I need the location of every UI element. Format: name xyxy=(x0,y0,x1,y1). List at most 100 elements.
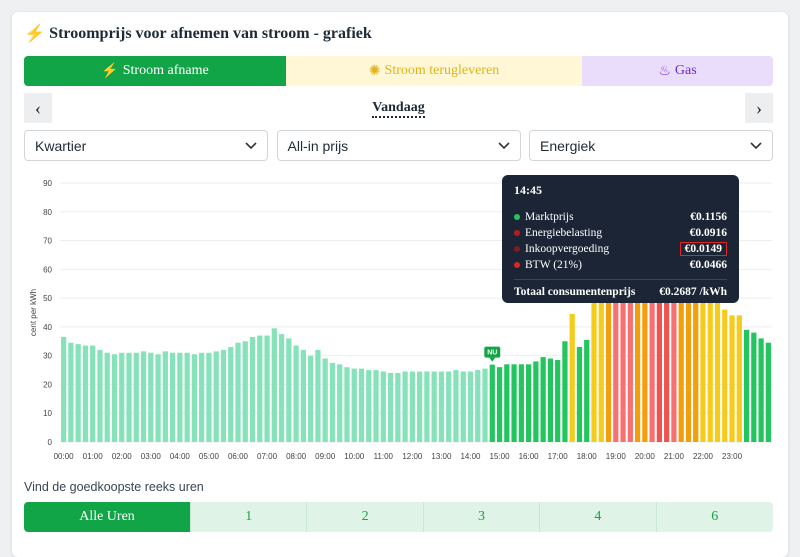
price-bar xyxy=(337,364,343,442)
tab-stroom-afname[interactable]: ⚡ Stroom afname xyxy=(24,56,286,86)
price-bar xyxy=(228,347,234,442)
y-tick-label: 60 xyxy=(43,265,52,274)
interval-select[interactable]: Kwartier xyxy=(24,130,268,161)
highlighted-value: €0.0149 xyxy=(679,242,727,256)
price-bar xyxy=(119,352,125,442)
chevron-left-icon: ‹ xyxy=(35,97,41,118)
price-bar xyxy=(111,354,118,442)
bolt-icon: ⚡ xyxy=(101,63,119,79)
next-day-button[interactable]: › xyxy=(745,93,773,123)
energy-tabs: ⚡ Stroom afname ✺ Stroom terugleveren ♨ … xyxy=(24,56,773,86)
x-tick-label: 08:00 xyxy=(286,452,307,461)
x-tick-label: 02:00 xyxy=(112,452,133,461)
tooltip-total: Totaal consumentenprijs €0.2687 /kWh xyxy=(514,286,727,298)
price-bar xyxy=(409,371,415,442)
price-bar xyxy=(322,358,328,442)
price-tooltip: 14:45 Marktprijs €0.1156 Energiebelastin… xyxy=(502,175,739,303)
price-bar xyxy=(685,263,692,442)
supplier-select[interactable]: Energiek xyxy=(529,130,773,161)
bolt-icon: ⚡ xyxy=(24,24,46,43)
price-bar xyxy=(140,351,147,442)
tab-stroom-terugleveren[interactable]: ✺ Stroom terugleveren xyxy=(286,56,582,86)
price-bar xyxy=(75,344,81,442)
price-bar xyxy=(496,367,503,442)
chevron-down-icon xyxy=(497,141,510,149)
prev-day-button[interactable]: ‹ xyxy=(24,93,52,123)
price-bar xyxy=(446,371,452,442)
price-bar xyxy=(758,338,764,442)
price-bar xyxy=(489,364,495,442)
price-bar xyxy=(518,364,524,442)
price-bar xyxy=(162,351,168,442)
price-bar xyxy=(97,349,103,442)
price-bar xyxy=(576,347,583,442)
hours-4-button[interactable]: 4 xyxy=(540,502,657,532)
now-marker-label: NU xyxy=(487,350,497,357)
y-tick-label: 0 xyxy=(48,438,53,447)
tooltip-row: Marktprijs €0.1156 xyxy=(514,209,727,225)
hours-3-button[interactable]: 3 xyxy=(423,502,541,532)
price-bar xyxy=(351,368,357,442)
x-tick-label: 03:00 xyxy=(141,452,162,461)
x-tick-label: 15:00 xyxy=(490,452,511,461)
now-marker xyxy=(484,346,501,358)
x-tick-label: 19:00 xyxy=(606,452,627,461)
price-bar xyxy=(242,341,248,442)
page-title: ⚡ Stroomprijs voor afnemen van stroom - … xyxy=(24,24,372,44)
y-axis-label: cent per kWh xyxy=(29,289,38,336)
price-bar xyxy=(671,234,677,442)
x-tick-label: 09:00 xyxy=(315,452,336,461)
price-bar xyxy=(373,370,379,442)
hours-2-button[interactable]: 2 xyxy=(307,502,424,532)
all-hours-button[interactable]: Alle Uren xyxy=(24,502,191,532)
price-bar xyxy=(206,352,212,442)
price-bar xyxy=(525,364,532,442)
tooltip-row: BTW (21%) €0.0466 xyxy=(514,257,727,273)
x-tick-label: 16:00 xyxy=(519,452,540,461)
price-bar xyxy=(184,352,190,442)
price-bar xyxy=(402,371,408,442)
dot-icon xyxy=(514,230,520,236)
x-tick-label: 06:00 xyxy=(228,452,249,461)
price-bar xyxy=(104,352,110,442)
now-marker-pointer xyxy=(489,357,496,362)
x-tick-label: 14:00 xyxy=(460,452,481,461)
price-bar xyxy=(700,275,706,442)
price-bar xyxy=(460,371,466,442)
y-tick-label: 90 xyxy=(43,179,52,188)
price-bar xyxy=(656,226,663,442)
flame-icon: ♨ xyxy=(658,63,671,79)
y-tick-label: 70 xyxy=(43,237,52,246)
price-bar xyxy=(220,349,227,442)
x-tick-label: 10:00 xyxy=(344,452,365,461)
date-label[interactable]: Vandaag xyxy=(52,100,745,118)
price-bar xyxy=(82,345,89,442)
price-bar xyxy=(664,223,670,442)
price-bar xyxy=(562,341,568,442)
price-bar xyxy=(264,335,270,442)
price-bar xyxy=(751,332,757,442)
price-bar xyxy=(642,249,648,442)
chevron-down-icon xyxy=(750,141,762,149)
price-bar xyxy=(714,298,721,442)
price-bar xyxy=(707,283,713,442)
price-bar xyxy=(678,252,684,442)
tab-label: Stroom afname xyxy=(122,63,209,78)
price-bar xyxy=(438,371,445,442)
price-bar xyxy=(286,338,292,442)
price-bar xyxy=(257,335,263,442)
price-bar xyxy=(61,336,67,442)
tooltip-row: Energiebelasting €0.0916 xyxy=(514,225,727,241)
y-tick-label: 30 xyxy=(43,352,52,361)
dot-icon xyxy=(514,246,520,252)
hours-1-button[interactable]: 1 xyxy=(191,502,308,532)
price-bar xyxy=(249,336,256,442)
x-tick-label: 11:00 xyxy=(374,452,394,461)
tab-gas[interactable]: ♨ Gas xyxy=(582,56,773,86)
price-type-select[interactable]: All-in prijs xyxy=(276,130,521,161)
hours-6-button[interactable]: 6 xyxy=(656,502,773,532)
x-tick-label: 01:00 xyxy=(83,452,104,461)
price-bar xyxy=(315,349,321,442)
price-bar xyxy=(293,345,299,442)
price-bar xyxy=(504,364,510,442)
